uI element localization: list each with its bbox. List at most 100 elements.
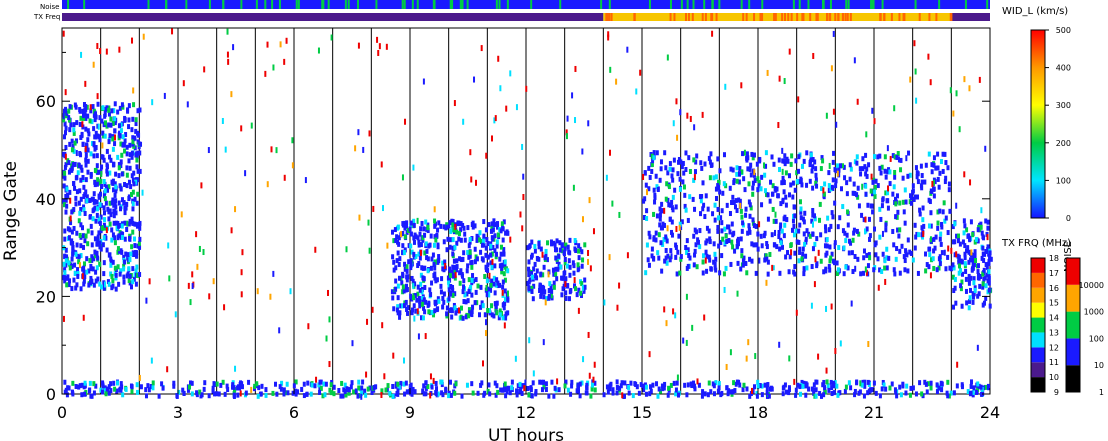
data-speck bbox=[80, 51, 83, 58]
data-cell bbox=[499, 244, 503, 250]
data-cell bbox=[575, 292, 579, 298]
txfreq-fleck bbox=[809, 13, 812, 21]
data-cell bbox=[711, 211, 715, 217]
data-speck bbox=[864, 266, 867, 273]
data-cell bbox=[405, 389, 409, 395]
data-cell bbox=[679, 254, 683, 260]
y-tick-label: 60 bbox=[36, 92, 56, 111]
data-cell bbox=[936, 165, 940, 171]
data-cell bbox=[923, 379, 927, 385]
data-cell bbox=[825, 379, 829, 385]
data-cell bbox=[495, 300, 499, 306]
data-cell bbox=[102, 280, 106, 286]
data-cell bbox=[693, 169, 697, 175]
data-cell bbox=[92, 108, 96, 114]
data-cell bbox=[677, 159, 681, 165]
data-cell bbox=[819, 186, 823, 192]
data-cell bbox=[687, 252, 691, 258]
data-speck bbox=[345, 246, 348, 253]
data-cell bbox=[87, 131, 91, 137]
data-cell bbox=[343, 388, 347, 394]
txfreq-fleck bbox=[742, 13, 745, 21]
data-cell bbox=[453, 390, 457, 396]
data-cell bbox=[402, 303, 406, 309]
data-cell bbox=[103, 112, 107, 118]
data-cell bbox=[703, 214, 707, 220]
data-cell bbox=[76, 267, 80, 273]
data-cell bbox=[409, 293, 413, 299]
data-cell bbox=[409, 388, 413, 394]
data-cell bbox=[843, 230, 847, 236]
data-cell bbox=[495, 243, 499, 249]
data-cell bbox=[454, 267, 458, 273]
data-cell bbox=[676, 249, 680, 255]
txfreq-fleck bbox=[673, 13, 676, 21]
data-cell bbox=[102, 157, 106, 163]
data-cell bbox=[869, 203, 873, 209]
data-cell bbox=[729, 166, 733, 172]
data-cell bbox=[659, 240, 663, 246]
data-cell bbox=[114, 188, 118, 194]
data-speck bbox=[307, 323, 310, 330]
data-cell bbox=[902, 254, 906, 260]
data-cell bbox=[453, 275, 457, 281]
data-cell bbox=[436, 306, 440, 312]
data-cell bbox=[573, 246, 577, 252]
data-cell bbox=[257, 385, 261, 391]
data-cell bbox=[117, 200, 121, 206]
txfrq-colorbar-cell bbox=[1031, 377, 1045, 392]
data-cell bbox=[692, 262, 696, 268]
data-cell bbox=[128, 142, 132, 148]
data-cell bbox=[808, 178, 812, 184]
data-cell bbox=[653, 194, 657, 200]
data-cell bbox=[825, 250, 829, 256]
data-cell bbox=[965, 227, 969, 233]
data-cell bbox=[84, 177, 88, 183]
data-cell bbox=[872, 154, 876, 160]
data-cell bbox=[84, 157, 88, 163]
data-cell bbox=[496, 389, 500, 395]
data-speck bbox=[383, 373, 386, 380]
data-cell bbox=[647, 262, 651, 268]
data-speck bbox=[592, 376, 595, 383]
data-cell bbox=[493, 233, 497, 239]
txfreq-fleck bbox=[802, 13, 805, 21]
data-cell bbox=[827, 183, 831, 189]
wid-colorbar-label: 100 bbox=[1056, 176, 1071, 185]
data-speck bbox=[488, 272, 491, 279]
txfreq-fleck bbox=[837, 13, 840, 21]
noise-colorbar-label: 100 bbox=[1089, 334, 1104, 343]
data-cell bbox=[924, 251, 928, 257]
data-speck bbox=[250, 386, 253, 393]
data-cell bbox=[848, 162, 852, 168]
data-cell bbox=[94, 383, 98, 389]
data-cell bbox=[808, 233, 812, 239]
data-cell bbox=[102, 271, 106, 277]
data-cell bbox=[106, 187, 110, 193]
data-cell bbox=[984, 262, 988, 268]
data-cell bbox=[884, 227, 888, 233]
data-cell bbox=[94, 114, 98, 120]
data-cell bbox=[802, 266, 806, 272]
noise-fleck bbox=[278, 0, 281, 9]
data-cell bbox=[490, 264, 494, 270]
data-cell bbox=[418, 255, 422, 261]
data-cell bbox=[428, 287, 432, 293]
data-cell bbox=[661, 208, 665, 214]
txfreq-fleck bbox=[828, 13, 831, 21]
data-cell bbox=[866, 390, 870, 396]
data-cell bbox=[935, 267, 939, 273]
data-cell bbox=[924, 268, 928, 274]
data-speck bbox=[380, 161, 383, 168]
data-cell bbox=[123, 210, 127, 216]
data-cell bbox=[969, 383, 973, 389]
txfreq-fleck bbox=[784, 13, 787, 21]
data-cell bbox=[433, 234, 437, 240]
data-speck bbox=[572, 184, 575, 191]
data-cell bbox=[459, 221, 463, 227]
data-cell bbox=[395, 234, 399, 240]
data-cell bbox=[770, 232, 774, 238]
txfreq-segment bbox=[62, 13, 604, 21]
data-cell bbox=[701, 253, 705, 259]
data-cell bbox=[489, 228, 493, 234]
